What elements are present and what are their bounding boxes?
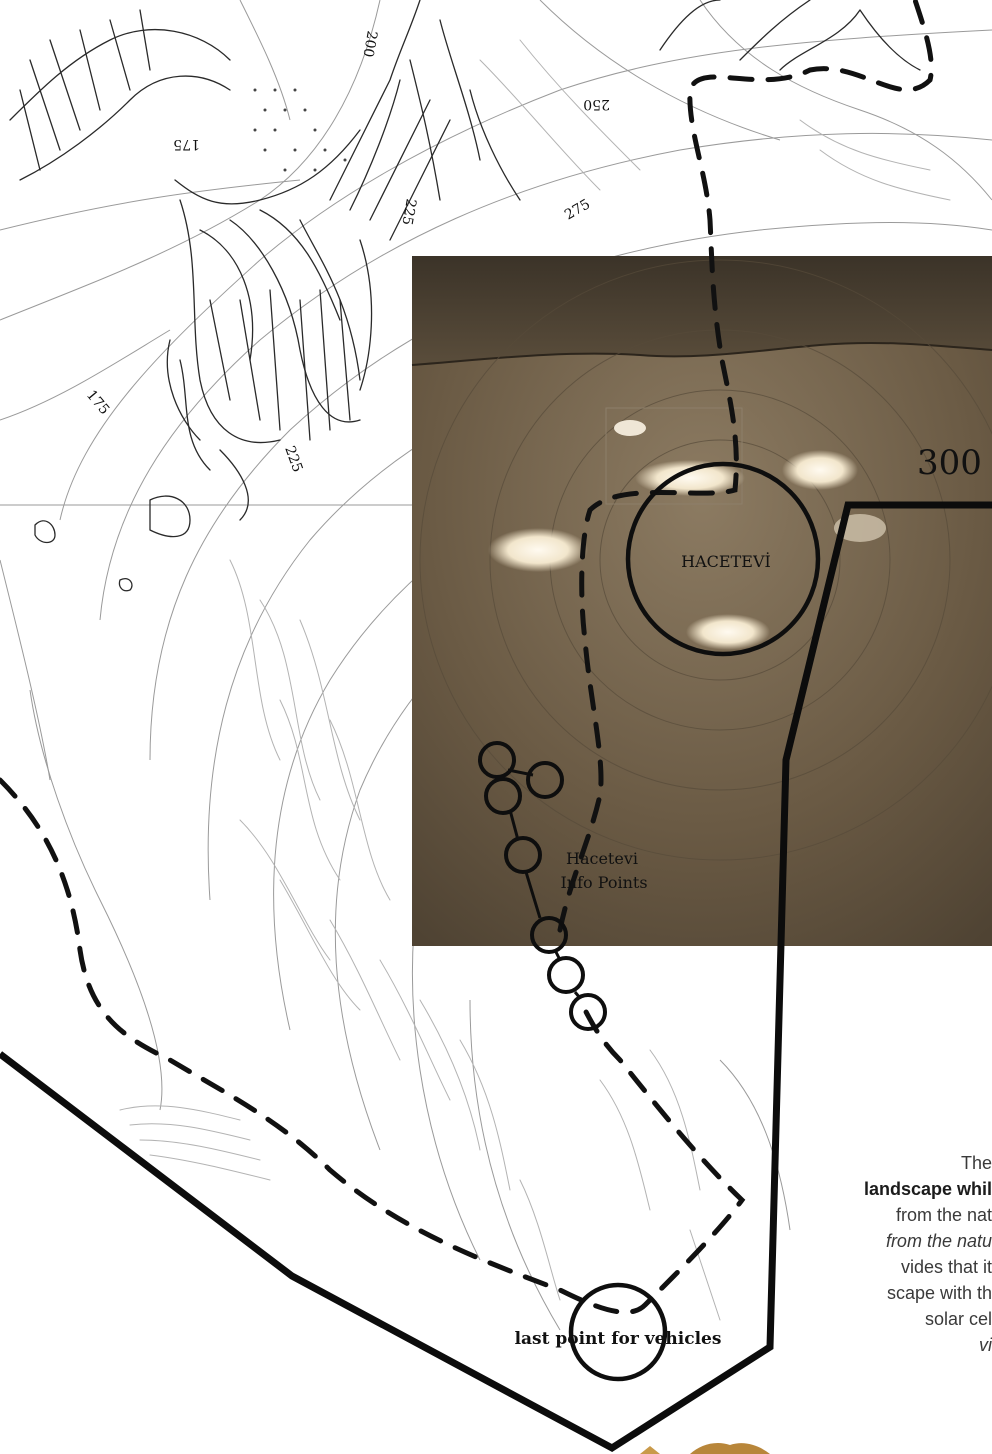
info-points — [478, 741, 607, 1031]
dotted-field — [253, 88, 347, 172]
description-line: landscape whil — [863, 1179, 992, 1199]
description-line: from the nat — [895, 1205, 992, 1225]
description-line: scape with th — [886, 1283, 992, 1303]
description-line: vi — [979, 1335, 992, 1355]
contour-label: 225 — [398, 197, 418, 226]
contour-label: 225 — [281, 444, 305, 475]
aerial-photo-inset — [411, 256, 992, 946]
vegetation-illustration — [640, 1443, 770, 1454]
vehicle-point-label: last point for vehicles — [515, 1329, 722, 1349]
info-point-marker — [530, 916, 568, 954]
hacetevi-label: HACETEVİ — [681, 551, 771, 571]
contour-label: 250 — [583, 96, 610, 112]
slope-hatching — [119, 39, 951, 1321]
description-line: vides that it — [900, 1257, 992, 1277]
info-point-marker — [547, 956, 585, 994]
info-point-marker — [484, 777, 522, 815]
description-line: solar cel — [924, 1309, 992, 1329]
info-point-marker — [478, 741, 516, 779]
elevation-label: 300 — [917, 443, 982, 483]
info-points-label-line2: Info Points — [560, 873, 647, 892]
info-point-marker — [504, 836, 542, 874]
description-line: from the natu — [885, 1231, 992, 1251]
vehicle-point-circle — [568, 1282, 668, 1382]
info-point-marker — [526, 761, 564, 799]
hacetevi-circle — [625, 461, 821, 657]
description-text: The landscape whil from the nat from the… — [845, 1150, 992, 1390]
contour-label: 200 — [359, 29, 379, 58]
contour-label: 175 — [83, 387, 112, 418]
contour-label: 175 — [173, 136, 200, 152]
rock-relief — [9, 0, 921, 592]
info-point-marker — [569, 993, 607, 1031]
walking-route — [0, 0, 934, 1315]
contour-label: 275 — [562, 196, 593, 223]
description-line: The — [960, 1153, 992, 1173]
site-boundary — [0, 501, 992, 1453]
info-points-label-line1: Hacetevi — [566, 849, 638, 868]
